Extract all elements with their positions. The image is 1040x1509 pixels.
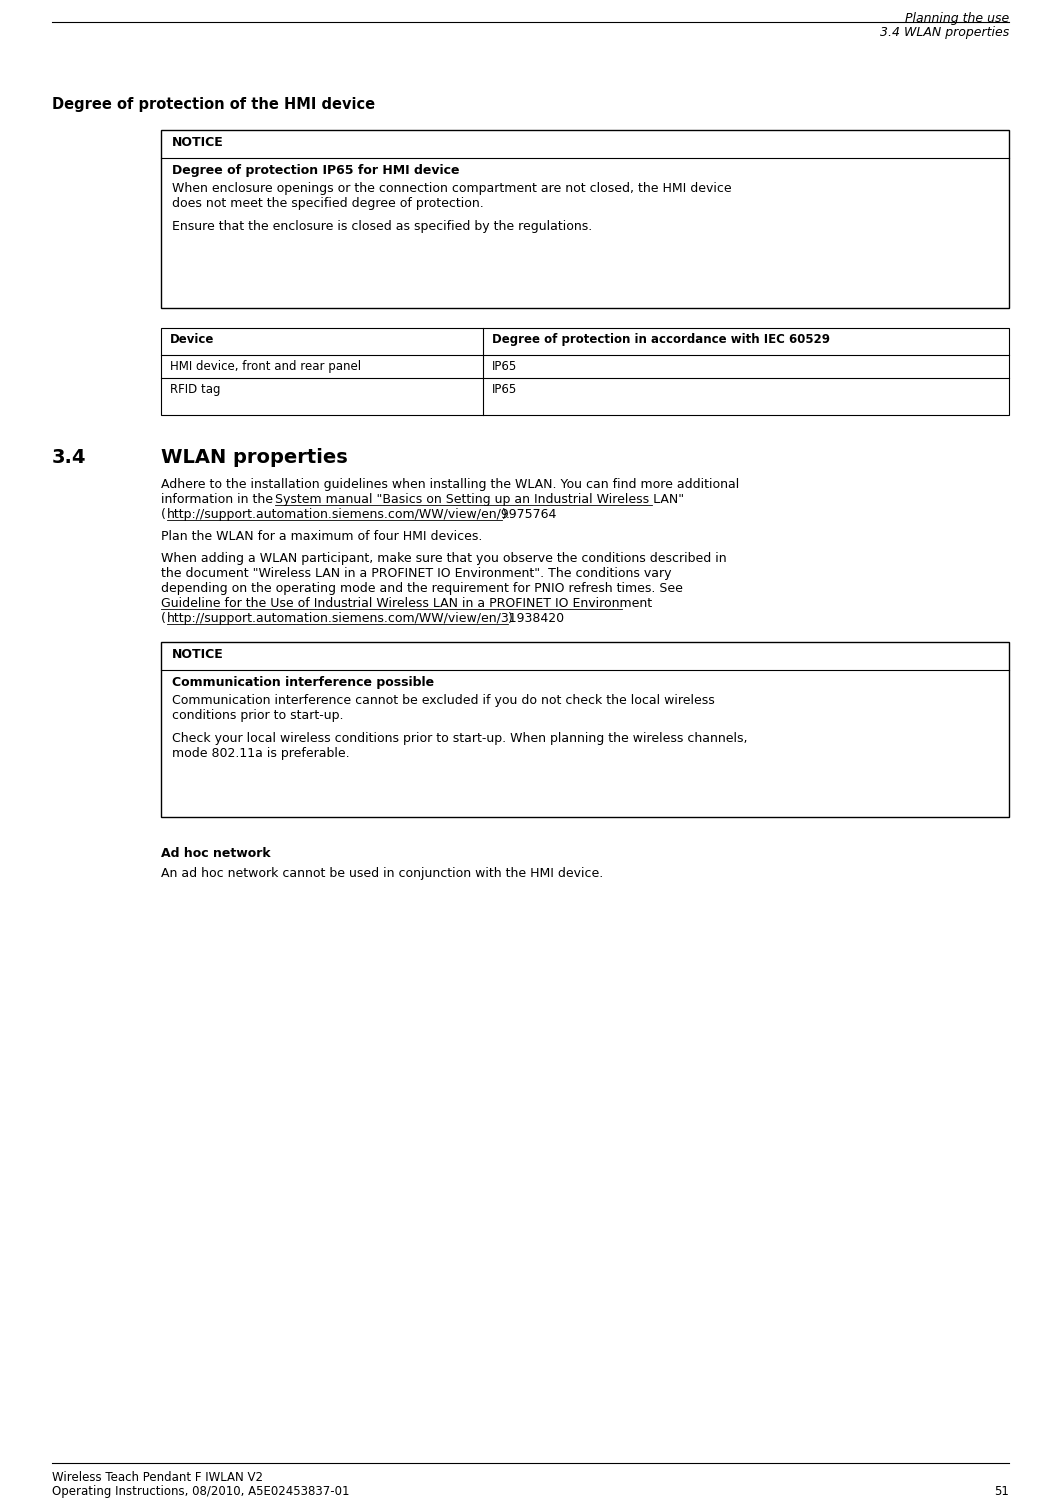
Text: Communication interference cannot be excluded if you do not check the local wire: Communication interference cannot be exc… (172, 694, 714, 708)
Text: IP65: IP65 (492, 383, 517, 395)
Text: Communication interference possible: Communication interference possible (172, 676, 434, 690)
Text: NOTICE: NOTICE (172, 647, 224, 661)
Text: Ad hoc network: Ad hoc network (161, 847, 270, 860)
Text: RFID tag: RFID tag (170, 383, 220, 395)
Text: 51: 51 (994, 1485, 1009, 1498)
Text: the document "Wireless LAN in a PROFINET IO Environment". The conditions vary: the document "Wireless LAN in a PROFINET… (161, 567, 672, 579)
Text: information in the: information in the (161, 493, 278, 506)
Text: (: ( (161, 613, 166, 625)
Text: HMI device, front and rear panel: HMI device, front and rear panel (170, 361, 361, 373)
Text: http://support.automation.siemens.com/WW/view/en/9975764: http://support.automation.siemens.com/WW… (167, 509, 557, 521)
Text: Device: Device (170, 333, 214, 346)
Text: IP65: IP65 (492, 361, 517, 373)
Text: Guideline for the Use of Industrial Wireless LAN in a PROFINET IO Environment: Guideline for the Use of Industrial Wire… (161, 598, 652, 610)
Text: depending on the operating mode and the requirement for PNIO refresh times. See: depending on the operating mode and the … (161, 582, 683, 595)
FancyBboxPatch shape (161, 130, 1009, 308)
Text: An ad hoc network cannot be used in conjunction with the HMI device.: An ad hoc network cannot be used in conj… (161, 868, 603, 880)
Text: Check your local wireless conditions prior to start-up. When planning the wirele: Check your local wireless conditions pri… (172, 732, 747, 745)
Text: Planning the use: Planning the use (905, 12, 1009, 26)
Text: Operating Instructions, 08/2010, A5E02453837-01: Operating Instructions, 08/2010, A5E0245… (52, 1485, 349, 1498)
Text: (: ( (161, 509, 166, 521)
Text: Degree of protection of the HMI device: Degree of protection of the HMI device (52, 97, 375, 112)
Text: ).: ). (508, 613, 517, 625)
FancyBboxPatch shape (161, 327, 1009, 415)
Text: 3.4 WLAN properties: 3.4 WLAN properties (880, 26, 1009, 39)
Text: Degree of protection in accordance with IEC 60529: Degree of protection in accordance with … (492, 333, 830, 346)
Text: WLAN properties: WLAN properties (161, 448, 348, 466)
Text: Adhere to the installation guidelines when installing the WLAN. You can find mor: Adhere to the installation guidelines wh… (161, 478, 739, 490)
Text: ).: ). (502, 509, 511, 521)
Text: mode 802.11a is preferable.: mode 802.11a is preferable. (172, 747, 349, 761)
Text: System manual "Basics on Setting up an Industrial Wireless LAN": System manual "Basics on Setting up an I… (275, 493, 684, 506)
Text: Wireless Teach Pendant F IWLAN V2: Wireless Teach Pendant F IWLAN V2 (52, 1471, 263, 1483)
FancyBboxPatch shape (161, 641, 1009, 816)
Text: When enclosure openings or the connection compartment are not closed, the HMI de: When enclosure openings or the connectio… (172, 183, 731, 195)
Text: Ensure that the enclosure is closed as specified by the regulations.: Ensure that the enclosure is closed as s… (172, 220, 592, 232)
Text: Degree of protection IP65 for HMI device: Degree of protection IP65 for HMI device (172, 164, 459, 177)
Text: does not meet the specified degree of protection.: does not meet the specified degree of pr… (172, 198, 484, 210)
Text: conditions prior to start-up.: conditions prior to start-up. (172, 709, 343, 721)
Text: When adding a WLAN participant, make sure that you observe the conditions descri: When adding a WLAN participant, make sur… (161, 552, 727, 564)
Text: NOTICE: NOTICE (172, 136, 224, 149)
Text: 3.4: 3.4 (52, 448, 86, 466)
Text: http://support.automation.siemens.com/WW/view/en/31938420: http://support.automation.siemens.com/WW… (167, 613, 566, 625)
Text: Plan the WLAN for a maximum of four HMI devices.: Plan the WLAN for a maximum of four HMI … (161, 530, 483, 543)
